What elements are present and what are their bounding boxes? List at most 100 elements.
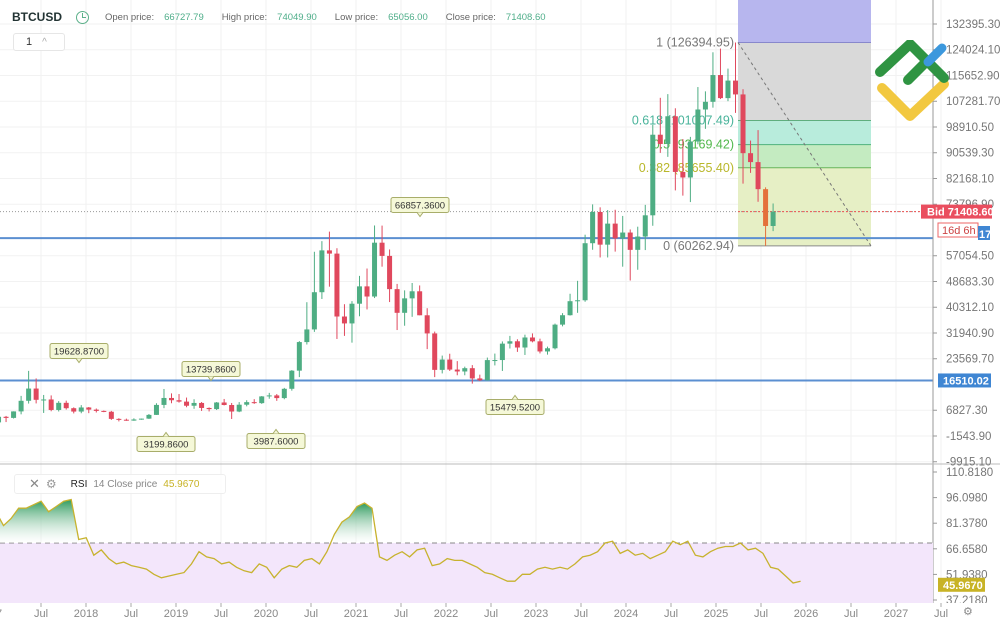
interval-selector[interactable]: 1 ^ [13,33,65,51]
candle [281,388,287,399]
candle [63,402,69,409]
candle [575,300,581,302]
time-tick: Jul [574,608,588,620]
candle [733,80,738,95]
candle [78,407,84,412]
candle [26,388,32,401]
price-tick: 107281.70 [946,96,1000,108]
candle [702,101,708,110]
close-icon[interactable]: ✕ [29,476,40,491]
candle [597,211,603,245]
svg-text:66857.3600: 66857.3600 [395,201,445,212]
time-tick: 17 [0,608,2,620]
candle [552,324,558,349]
fib-label: 0.5 (93169.42) [653,138,734,152]
candle [680,171,686,178]
high-value: 74049.90 [277,11,317,23]
price-annotation: 66857.3600 [390,197,450,218]
candle [101,410,107,412]
candle [153,404,159,415]
candle [394,289,400,313]
fib-zone-top [738,0,871,43]
time-tick: Jul [304,608,318,620]
rsi-tick: 96.0980 [946,493,988,505]
candle [537,341,543,352]
candle [191,402,197,406]
candle [161,397,167,405]
candle [454,369,460,372]
fib-label: 0.382 (85655.40) [639,161,734,175]
candle [424,315,430,334]
candle [266,395,272,397]
price-tick: 6827.30 [946,405,988,417]
candle [417,291,423,316]
candle [642,215,648,237]
candle [725,80,731,99]
candle [108,411,114,419]
candle [184,401,190,406]
candle [214,402,220,410]
price-tick: 48683.30 [946,276,994,288]
candle [409,291,415,299]
price-tick: -9915.10 [946,457,991,469]
time-tick: Jul [934,608,948,620]
candle [514,341,520,348]
symbol-name[interactable]: BTCUSD [12,10,62,24]
fib-label: 1 (126394.95) [656,35,734,49]
candle [545,348,550,352]
svg-text:13739.8600: 13739.8600 [186,365,236,376]
close-value: 71408.60 [505,11,546,23]
candle [206,407,212,410]
candle [665,116,671,144]
hline-badge [938,373,991,388]
rsi-tick: 81.3780 [946,518,988,530]
svg-text:16510.02: 16510.02 [943,375,989,387]
interval-value: 1 [26,36,33,48]
candle [748,153,754,163]
price-tick: -1543.90 [946,431,991,443]
svg-text:19628.8700: 19628.8700 [54,347,104,358]
price-annotation: 15479.5200 [485,394,545,415]
svg-text:15479.5200: 15479.5200 [490,403,540,414]
candle [710,75,716,102]
time-tick: Jul [394,608,408,620]
candle [522,337,528,348]
candle [620,232,626,239]
time-tick: Jul [34,608,48,620]
gear-icon[interactable]: ⚙ [45,477,57,491]
rsi-legend: ✕ ⚙ RSI 14 Close price 45.9670 [14,474,226,494]
low-label: Low price: [334,11,379,23]
candle [672,116,678,172]
rsi-tick: 110.8180 [946,467,993,479]
candle [123,419,129,421]
time-tick: Jul [484,608,498,620]
rsi-params: 14 Close price [93,478,158,490]
candle [657,134,663,144]
candle [695,109,701,142]
candle [507,341,513,344]
price-annotation: 3199.8600 [136,431,196,452]
open-label: Open price: [105,11,155,23]
candle [93,409,99,411]
clock-icon[interactable] [76,10,89,24]
time-tick: 2025 [704,608,728,620]
candle [379,242,385,256]
svg-text:Bid 71408.60: Bid 71408.60 [927,207,994,219]
candle [176,400,182,402]
candle [289,370,295,389]
candle [56,402,62,410]
axis-settings-icon[interactable]: ⚙ [963,606,973,618]
candle [635,236,641,250]
candle [48,399,54,410]
candle [33,388,39,400]
candle [612,223,618,239]
time-tick: 2019 [164,608,188,620]
time-tick: 2023 [524,608,548,620]
price-tick: 132395.30 [946,19,1000,31]
candle [770,211,776,226]
price-tick: 57054.50 [946,251,994,263]
time-tick: 2018 [74,608,98,620]
candle [447,359,453,370]
candle [296,342,302,371]
